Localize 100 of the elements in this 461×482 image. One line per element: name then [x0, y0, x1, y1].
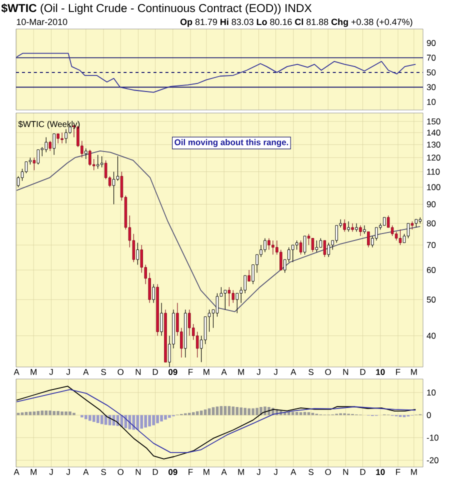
bar — [136, 415, 140, 430]
candlestick — [188, 309, 191, 336]
bar — [248, 408, 250, 416]
y-tick-label: 120 — [427, 154, 440, 161]
candlestick — [224, 290, 227, 310]
x-tick-label: 09 — [168, 469, 178, 476]
x-tick-label: 10 — [376, 369, 385, 376]
candlestick — [60, 132, 64, 144]
bar — [140, 415, 144, 429]
y-tick-label: 60 — [426, 267, 436, 274]
candlestick — [136, 242, 140, 266]
candlestick — [88, 149, 92, 166]
x-tick-label: S — [101, 469, 106, 476]
bar — [72, 412, 76, 416]
x-tick-label: A — [14, 369, 20, 375]
candlestick — [52, 133, 56, 156]
candlestick — [48, 140, 52, 152]
annotation: $WTIC (Weekly) — [18, 120, 80, 129]
candlestick — [196, 331, 199, 358]
candlestick — [319, 238, 322, 248]
x-tick-label: N — [343, 369, 348, 375]
x-tick-label: J — [49, 469, 53, 475]
x-tick-label: D — [152, 469, 158, 475]
y-tick-label: 40 — [426, 332, 436, 339]
bar — [48, 410, 52, 416]
candlestick — [406, 223, 410, 239]
candlestick — [56, 133, 60, 144]
candlestick — [44, 137, 48, 153]
x-tick-label: 09 — [168, 369, 178, 376]
bar — [192, 412, 195, 416]
x-tick-label: A — [83, 469, 89, 475]
x-tick-label: A — [221, 369, 227, 375]
candlestick — [244, 275, 246, 294]
candlestick — [96, 154, 100, 170]
y-tick-label: 110 — [427, 168, 440, 175]
candlestick — [264, 238, 266, 252]
candlestick — [335, 225, 338, 244]
bar — [287, 412, 290, 416]
candlestick — [100, 156, 104, 168]
x-tick-label: D — [360, 469, 366, 475]
candlestick — [343, 219, 346, 232]
bar — [152, 415, 155, 426]
candlestick — [24, 161, 28, 174]
y-tick-label: 90 — [426, 201, 436, 208]
x-tick-label: 10 — [376, 469, 385, 476]
bar — [236, 406, 239, 416]
bar — [156, 415, 159, 424]
bar — [168, 415, 171, 418]
bar — [52, 411, 56, 416]
y-tick-label: 90 — [426, 40, 436, 46]
candlestick — [112, 171, 116, 205]
bar — [244, 408, 246, 416]
x-tick-label: F — [396, 469, 400, 475]
text: Op 81.79 Hi 83.03 Lo 80.16 Cl 81.88 Chg +0.38 (+0.47%) — [180, 18, 412, 27]
y-tick-label: 0 — [426, 412, 431, 418]
x-tick-label: S — [101, 369, 106, 376]
candlestick — [295, 240, 298, 250]
candlestick — [359, 225, 362, 236]
candlestick — [84, 148, 88, 160]
y-tick-label: 50 — [426, 69, 436, 76]
x-tick-label: D — [152, 369, 158, 375]
bar — [64, 411, 68, 416]
candlestick — [291, 244, 294, 262]
x-tick-label: M — [204, 369, 210, 375]
candlestick — [280, 249, 282, 270]
bar — [44, 410, 48, 416]
x-tick-label: A — [290, 469, 296, 475]
x-tick-label: F — [396, 369, 400, 375]
candlestick — [299, 240, 302, 255]
y-tick-label: 70 — [426, 242, 436, 248]
x-tick-label: J — [274, 469, 278, 475]
candlestick — [232, 290, 235, 304]
chart-subtitle: 10-Mar-2010 — [16, 18, 68, 26]
x-tick-label: F — [188, 469, 193, 475]
y-tick-label: 100 — [427, 184, 440, 190]
candlestick — [160, 302, 163, 336]
bar — [256, 408, 258, 416]
bar — [60, 411, 64, 416]
bar — [160, 415, 163, 422]
x-tick-label: M — [411, 369, 417, 375]
x-tick-label: S — [308, 369, 314, 376]
x-tick-label: M — [30, 369, 36, 375]
candlestick — [152, 284, 155, 304]
candlestick — [367, 231, 370, 248]
candlestick — [228, 286, 231, 307]
candlestick — [236, 292, 239, 314]
bar — [307, 412, 310, 416]
x-tick-label: M — [204, 469, 210, 475]
candlestick — [347, 221, 350, 232]
candlestick — [248, 270, 250, 282]
y-tick-label: 50 — [426, 296, 436, 303]
x-tick-label: D — [360, 369, 366, 375]
bar — [299, 412, 302, 416]
candlestick — [303, 236, 306, 255]
candlestick — [323, 240, 326, 258]
y-tick-label: 130 — [427, 142, 440, 148]
annotation: Oil moving about this range. — [174, 139, 288, 147]
x-tick-label: J — [66, 369, 70, 375]
bar — [56, 411, 60, 416]
x-tick-label: N — [343, 469, 348, 475]
